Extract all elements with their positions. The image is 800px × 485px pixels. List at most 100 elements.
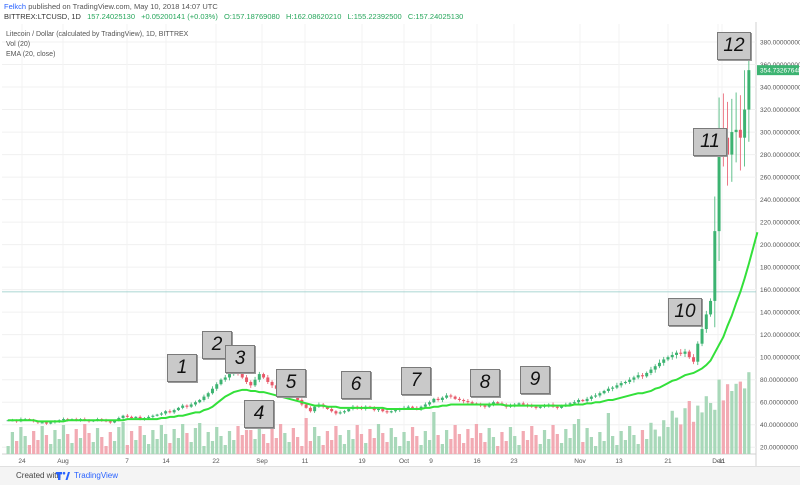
publish-info: Felkch published on TradingView.com, May… (4, 2, 218, 11)
y-tick-label: 120.00000000 (760, 332, 800, 339)
x-tick-label: 9 (429, 458, 433, 465)
volume-bar (725, 384, 730, 454)
volume-bar (270, 429, 274, 454)
candle-body (347, 408, 351, 412)
y-tick-label: 160.00000000 (760, 287, 800, 294)
volume-bar (168, 443, 172, 454)
volume-bar (700, 412, 704, 454)
legend-volume: Vol (20) (6, 41, 31, 48)
candle-body (432, 398, 436, 403)
candle-body (330, 408, 334, 412)
candle-body (440, 397, 444, 400)
published-text: published on TradingView.com, May 10, 20… (28, 2, 218, 11)
tradingview-brand-link[interactable]: TradingView (74, 471, 119, 480)
volume-bar (402, 432, 406, 454)
candle-body (649, 369, 653, 373)
volume-bar (219, 436, 223, 454)
candle-body (134, 416, 138, 418)
volume-bar (125, 445, 129, 454)
candle-body (675, 352, 678, 355)
volume-bar (261, 434, 266, 454)
volume-bar (117, 427, 121, 454)
candle-body (394, 410, 398, 412)
volume-bar (542, 430, 547, 454)
candle-body (653, 366, 657, 370)
volume-bar (466, 429, 470, 454)
volume-bar (457, 434, 462, 454)
volume-bar (496, 446, 500, 454)
y-tick-label: 340.00000000 (760, 85, 800, 92)
price-chart[interactable]: 20.00000000 40.00000000 60.00000000 80.0000… (0, 22, 800, 466)
candle-body (466, 401, 470, 403)
current-price-label: 354.73267648 (760, 68, 800, 75)
volume-bar (351, 439, 355, 454)
high-value: H:162.08620210 (285, 12, 342, 21)
volume-bar (283, 433, 287, 454)
callout-label-4: 4 (244, 400, 274, 428)
candle-body (270, 381, 274, 386)
volume-bar (159, 425, 164, 454)
candle-body (308, 407, 312, 412)
candle-body (436, 398, 440, 400)
candle-body (594, 395, 598, 397)
volume-bar (679, 424, 683, 454)
y-tick-label: 300.00000000 (760, 130, 800, 137)
candle-body (683, 351, 687, 354)
candle-body (572, 402, 576, 404)
volume-bar (151, 430, 155, 454)
tradingview-logo-icon (56, 471, 70, 480)
candle-body (662, 359, 666, 363)
chart-legend: Litecoin / Dollar (calculated by Trading… (6, 30, 188, 60)
open-value: O:157.18769080 (223, 12, 280, 21)
last-price: 157.24025130 (87, 12, 136, 21)
volume-bar (95, 428, 100, 454)
candle-body (151, 415, 155, 417)
volume-bar (398, 446, 402, 454)
candle-body (738, 129, 742, 138)
candle-body (636, 375, 640, 378)
close-value: C:157.24025130 (407, 12, 464, 21)
volume-bar (427, 440, 432, 454)
callout-label-8: 8 (470, 369, 500, 397)
volume-bar (576, 419, 581, 454)
volume-bar (257, 425, 261, 454)
candle-body (223, 377, 227, 380)
y-tick-label: 60.00000000 (760, 400, 798, 407)
legend-title: Litecoin / Dollar (calculated by Trading… (6, 31, 189, 38)
volume-bar (40, 426, 44, 454)
candle-body (449, 395, 453, 397)
volume-bar (691, 421, 696, 454)
y-tick-label: 380.00000000 (760, 40, 800, 47)
volume-bar (619, 431, 623, 454)
volume-bar (615, 445, 619, 454)
candle-body (747, 70, 751, 110)
candle-body (419, 406, 423, 409)
candle-body (240, 372, 244, 378)
volume-bar (359, 434, 364, 454)
volume-bar (683, 408, 687, 454)
y-axis-panel (756, 22, 800, 466)
candle-body (581, 399, 585, 402)
volume-bar (317, 436, 321, 454)
volume-bar (193, 428, 198, 454)
volume-bar (49, 444, 53, 454)
y-tick-label: 20.00000000 (760, 445, 798, 452)
candle-body (657, 362, 661, 367)
volume-bar (662, 420, 666, 454)
volume-bar (308, 441, 313, 454)
volume-bar (738, 381, 742, 454)
author-link[interactable]: Felkch (4, 2, 27, 11)
volume-bar (381, 433, 385, 454)
volume-bar (657, 436, 662, 454)
x-tick-label: 11 (719, 458, 726, 465)
x-tick-label: 11 (302, 458, 309, 465)
volume-bar (240, 435, 244, 454)
candle-body (49, 422, 53, 424)
volume-bar (355, 425, 359, 454)
x-tick-label: Aug (57, 458, 69, 465)
candle-body (560, 405, 564, 408)
volume-bar (61, 425, 66, 454)
candle-body (713, 231, 717, 301)
volume-bar (730, 391, 734, 454)
candle-body (679, 352, 683, 354)
